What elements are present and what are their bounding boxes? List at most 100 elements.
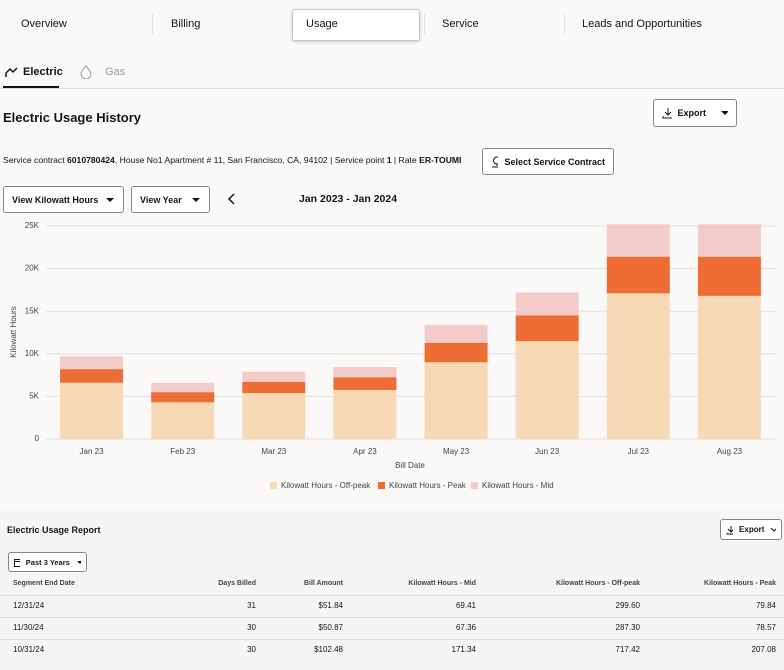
period-select-label: View Year	[140, 194, 182, 205]
row-divider	[0, 617, 784, 618]
tab[interactable]: Service	[442, 18, 479, 30]
previous-button[interactable]	[227, 193, 237, 205]
service-point: 1	[386, 155, 392, 165]
bar-segment	[697, 295, 761, 439]
bar-segment	[606, 224, 670, 257]
y-axis-title: Kilowatt Hours	[9, 306, 18, 358]
bar-segment	[151, 402, 215, 439]
legend-swatch	[471, 482, 478, 489]
table-cell: 287.30	[615, 623, 640, 632]
caret	[192, 197, 200, 202]
report-title: Electric Usage Report	[7, 525, 101, 535]
legend-label: Kilowatt Hours - Off-peak	[281, 481, 371, 490]
tab[interactable]: Usage	[306, 18, 338, 30]
bar-segment	[151, 392, 215, 403]
unit-select-label: View Kilowatt Hours	[12, 194, 99, 205]
bar-segment	[333, 377, 397, 391]
table-cell: $50.87	[318, 623, 343, 632]
column-header: Kilowatt Hours - Off-peak	[555, 580, 640, 587]
tab[interactable]: Leads and Opportunities	[582, 18, 702, 30]
column-header: Segment End Date	[13, 580, 75, 587]
unit-select[interactable]: View Kilowatt Hours	[3, 186, 124, 213]
pin-icon	[492, 155, 499, 167]
electric-icon	[5, 67, 18, 77]
x-tick-label: Jan 23	[80, 447, 105, 456]
export-button[interactable]: Export	[653, 99, 737, 127]
bar-segment	[515, 292, 579, 316]
x-tick-label: Apr 23	[353, 447, 377, 456]
table-cell: 171.34	[451, 645, 476, 654]
heading: Electric Usage History	[3, 110, 142, 125]
bar-segment	[242, 381, 306, 393]
bar-segment	[333, 367, 397, 378]
bar-segment	[606, 256, 670, 294]
row-divider	[0, 595, 784, 596]
export-label: Export	[677, 108, 707, 118]
column-header: Kilowatt Hours - Peak	[704, 580, 776, 587]
filter-label: Past 3 Years	[25, 557, 70, 567]
subtab[interactable]: Electric	[23, 66, 63, 78]
filter-select[interactable]: Past 3 Years	[8, 552, 87, 572]
x-tick-label: Jul 23	[628, 447, 650, 456]
date-range: Jan 2023 - Jan 2024	[299, 193, 398, 205]
contract-text: | Rate	[391, 155, 420, 165]
report-panel	[0, 510, 784, 670]
x-axis-title: Bill Date	[395, 461, 425, 470]
calendar-icon	[14, 558, 20, 567]
report-export-button[interactable]: Export	[720, 519, 782, 540]
row-divider	[0, 639, 784, 640]
table-cell: 207.08	[751, 645, 776, 654]
table-cell: $51.84	[318, 601, 343, 610]
table-cell: 30	[247, 645, 256, 654]
chevron	[771, 527, 776, 532]
table-cell: 31	[247, 601, 256, 610]
y-tick-label: 25K	[25, 221, 40, 230]
column-header: Kilowatt Hours - Mid	[408, 580, 476, 587]
x-tick-label: Jun 23	[535, 447, 560, 456]
table-cell: 67.36	[455, 623, 476, 632]
select-contract-button[interactable]: Select Service Contract	[482, 148, 614, 175]
period-select[interactable]: View Year	[131, 186, 210, 213]
select-contract-label: Select Service Contract	[504, 156, 605, 167]
y-tick-label: 10K	[25, 349, 40, 358]
table-cell: 30	[247, 623, 256, 632]
tab[interactable]: Billing	[171, 18, 201, 30]
separator	[424, 14, 425, 34]
tab[interactable]: Overview	[21, 18, 67, 30]
legend-swatch	[378, 482, 385, 489]
bar-segment	[242, 392, 306, 439]
legend-swatch	[270, 482, 277, 489]
y-tick-label: 15K	[25, 306, 40, 315]
download-icon	[726, 525, 734, 534]
x-tick-label: Mar 23	[261, 447, 286, 456]
download-icon	[662, 108, 672, 119]
active-tab[interactable]	[292, 9, 420, 41]
bar-segment	[333, 390, 397, 439]
divider	[0, 88, 784, 89]
table-cell: 69.41	[455, 601, 476, 610]
contract-text: Service contract	[3, 155, 67, 165]
subtab[interactable]: Gas	[105, 66, 126, 78]
y-tick-label: 20K	[25, 264, 40, 273]
legend-label: Kilowatt Hours - Peak	[389, 481, 467, 490]
bar-segment	[515, 341, 579, 439]
contract-text: , House No1 Apartment # 11, San Francisc…	[114, 155, 387, 165]
y-tick-label: 0	[35, 434, 40, 443]
rate: ER-TOUMI	[419, 155, 462, 165]
bar-segment	[606, 293, 670, 439]
table-cell: $102.48	[314, 645, 343, 654]
bar-segment	[424, 362, 488, 439]
separator	[152, 14, 153, 34]
bar-segment	[697, 256, 761, 296]
bar-segment	[60, 356, 124, 370]
bar-segment	[515, 315, 579, 342]
legend-label: Kilowatt Hours - Mid	[482, 481, 554, 490]
table-cell: 299.60	[615, 601, 640, 610]
contract-line: Service contract 6010780424, House No1 A…	[3, 155, 461, 165]
bar-segment	[424, 324, 488, 343]
bar-segment	[151, 382, 215, 393]
table-cell: 717.42	[615, 645, 640, 654]
bar-segment	[60, 382, 124, 439]
bar-segment	[60, 369, 124, 383]
